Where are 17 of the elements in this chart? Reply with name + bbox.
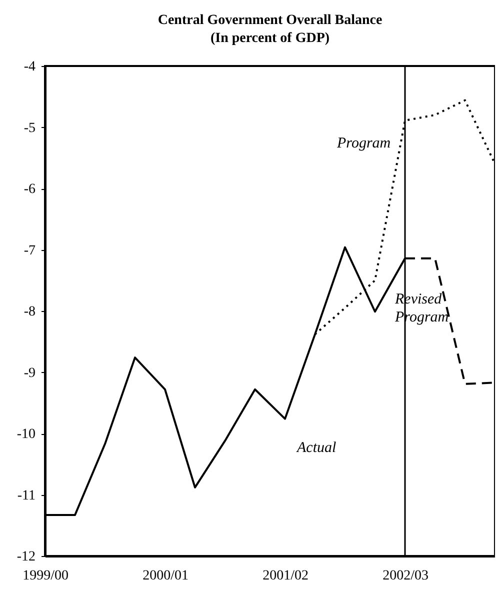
x-tick-label: 2000/01 [142,568,188,584]
y-tick-label: -10 [16,427,36,442]
y-tick-label: -4 [24,60,36,74]
y-tick-label: -8 [24,304,36,320]
y-tick-label: -11 [17,488,36,504]
y-tick-label: -5 [24,120,36,136]
y-tick-label: -12 [16,550,36,564]
chart-title: Central Government Overall Balance [158,13,382,28]
y-tick-label: -6 [24,182,36,197]
series-label: Actual [296,440,336,456]
y-tick-label: -7 [24,243,36,258]
x-tick-label: 1999/00 [22,568,68,584]
chart-subtitle: (In percent of GDP) [210,31,330,46]
x-tick-label: 2002/03 [382,568,428,584]
series-label: Program [336,136,391,152]
y-tick-label: -9 [24,366,36,381]
x-tick-label: 2001/02 [262,568,308,584]
